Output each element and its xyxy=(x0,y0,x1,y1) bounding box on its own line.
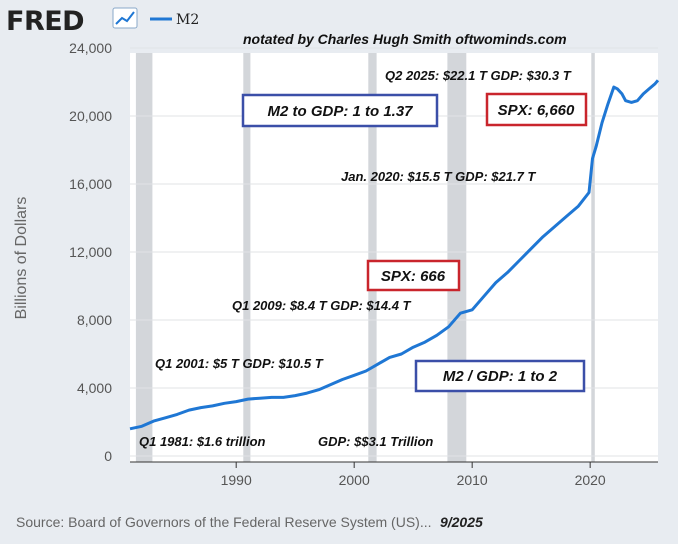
series-point xyxy=(459,312,462,315)
series-point xyxy=(317,388,320,391)
series-point xyxy=(129,427,132,430)
series-point xyxy=(412,346,415,349)
series-point xyxy=(657,79,660,82)
series-point xyxy=(294,394,297,397)
recession-band-3 xyxy=(368,53,377,462)
series-point xyxy=(341,378,344,381)
recession-band-5 xyxy=(591,53,595,462)
series-point xyxy=(152,420,155,423)
legend-series-name: M2 xyxy=(176,12,199,28)
series-point xyxy=(518,259,521,262)
series-point xyxy=(588,191,591,194)
series-point xyxy=(494,281,497,284)
annotation-gdp-1981: GDP: $$3.1 Trillion xyxy=(318,434,433,449)
series-point xyxy=(188,409,191,412)
callout-m2-gdp-recent-text: M2 to GDP: 1 to 1.37 xyxy=(267,103,413,120)
callout-spx-2009: SPX: 666 xyxy=(366,259,461,292)
annotation-q1-2001: Q1 2001: $5 T GDP: $10.5 T xyxy=(155,356,324,371)
y-tick-label: 20,000 xyxy=(69,108,112,124)
series-point xyxy=(483,295,486,298)
y-tick-label: 24,000 xyxy=(69,40,112,56)
series-point xyxy=(164,416,167,419)
source-note: Source: Board of Governors of the Federa… xyxy=(16,514,483,531)
source-text: Source: Board of Governors of the Federa… xyxy=(16,514,432,530)
series-point xyxy=(199,406,202,409)
annotation-q1-2009: Q1 2009: $8.4 T GDP: $14.4 T xyxy=(232,298,412,313)
y-axis-label: Billions of Dollars xyxy=(13,197,30,320)
series-point xyxy=(553,225,556,228)
series-point xyxy=(306,392,309,395)
series-point xyxy=(606,103,609,106)
series-point xyxy=(353,374,356,377)
series-point xyxy=(471,308,474,311)
series-point xyxy=(624,99,627,102)
series-line-m2 xyxy=(129,79,660,431)
series-point xyxy=(282,396,285,399)
y-axis-ticks: 0 4,000 8,000 12,000 16,000 20,000 24,000 xyxy=(69,40,112,464)
series-point xyxy=(223,402,226,405)
fred-logo[interactable]: FRED xyxy=(6,6,85,37)
series-point xyxy=(642,92,645,95)
series-point xyxy=(630,101,633,104)
series-point xyxy=(447,325,450,328)
series-point xyxy=(654,82,657,85)
series-point xyxy=(542,235,545,238)
y-tick-label: 0 xyxy=(104,448,112,464)
callout-spx-2009-text: SPX: 666 xyxy=(381,268,446,285)
recession-band-4 xyxy=(447,53,467,462)
series-point xyxy=(616,87,619,90)
fred-chart-icon xyxy=(112,7,138,29)
recession-band-1 xyxy=(135,53,153,462)
series-point xyxy=(601,121,604,124)
series-point xyxy=(565,215,568,218)
x-tick-label: 2020 xyxy=(575,472,606,488)
x-axis-ticks: 1990 2000 2010 2020 xyxy=(221,462,606,488)
annotation-q1-1981: Q1 1981: $1.6 trillion xyxy=(139,434,266,449)
series-point xyxy=(424,341,427,344)
series-point xyxy=(648,87,651,90)
callout-m2-gdp-recent: M2 to GDP: 1 to 1.37 xyxy=(241,93,439,128)
series-point xyxy=(506,271,509,274)
series-point xyxy=(530,247,533,250)
series-point xyxy=(636,99,639,102)
series-point xyxy=(258,397,261,400)
series-point xyxy=(365,370,368,373)
series-point xyxy=(591,157,594,160)
x-tick-label: 1990 xyxy=(221,472,252,488)
annotation-jan-2020: Jan. 2020: $15.5 T GDP: $21.7 T xyxy=(341,169,536,184)
y-tick-label: 16,000 xyxy=(69,176,112,192)
y-tick-label: 12,000 xyxy=(69,244,112,260)
series-point xyxy=(376,363,379,366)
recession-band-2 xyxy=(243,53,251,462)
series-point xyxy=(577,205,580,208)
x-tick-label: 2000 xyxy=(339,472,370,488)
series-point xyxy=(435,334,438,337)
series-point xyxy=(270,396,273,399)
y-tick-label: 8,000 xyxy=(77,312,112,328)
credit-text: notated by Charles Hugh Smith oftwominds… xyxy=(243,31,567,47)
series-point xyxy=(595,145,598,148)
source-date: 9/2025 xyxy=(440,514,483,530)
series-point xyxy=(140,425,143,428)
series-point xyxy=(329,383,332,386)
y-tick-label: 4,000 xyxy=(77,380,112,396)
series-point xyxy=(235,400,238,403)
series-point xyxy=(388,356,391,359)
callout-m2-gdp-2001-text: M2 / GDP: 1 to 2 xyxy=(443,368,558,385)
callout-spx-recent: SPX: 6,660 xyxy=(485,92,588,127)
series-point xyxy=(211,404,214,407)
x-tick-label: 2010 xyxy=(457,472,488,488)
series-point xyxy=(176,413,179,416)
series-point xyxy=(400,353,403,356)
series-point xyxy=(612,86,615,89)
series-point xyxy=(621,92,624,95)
callout-spx-recent-text: SPX: 6,660 xyxy=(498,102,575,119)
annotation-q2-2025: Q2 2025: $22.1 T GDP: $30.3 T xyxy=(385,68,572,83)
callout-m2-gdp-2001: M2 / GDP: 1 to 2 xyxy=(414,359,586,393)
series-point xyxy=(247,398,250,401)
